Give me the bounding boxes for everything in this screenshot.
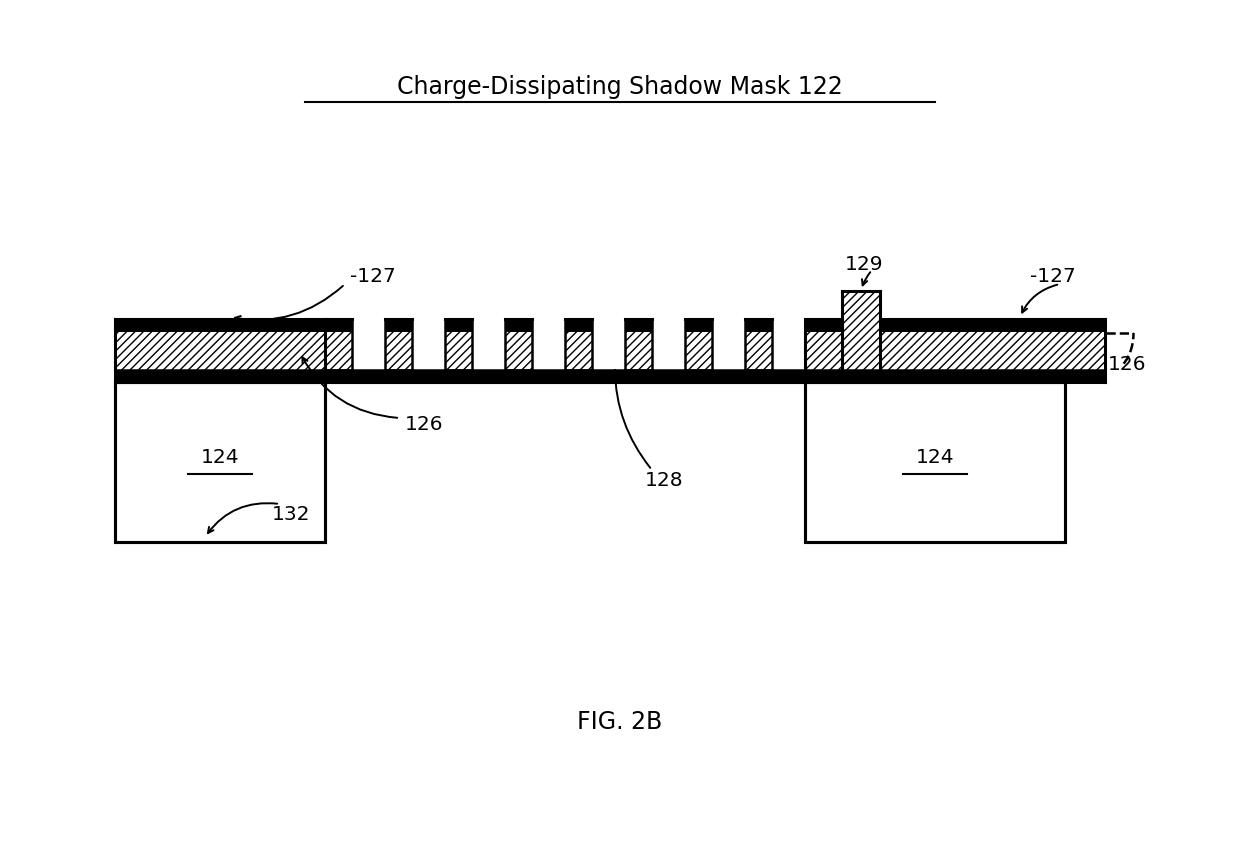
- Bar: [684, 319, 712, 332]
- Bar: [625, 332, 652, 370]
- Text: 128: 128: [645, 471, 683, 489]
- Bar: [565, 332, 591, 370]
- Bar: [325, 332, 352, 370]
- Bar: [565, 319, 591, 332]
- Bar: [805, 319, 1105, 332]
- Bar: [445, 332, 472, 370]
- Bar: [115, 382, 325, 542]
- Bar: [505, 332, 532, 370]
- Bar: [841, 289, 880, 370]
- Bar: [805, 382, 1065, 542]
- Bar: [115, 370, 1105, 382]
- Bar: [805, 332, 1105, 370]
- Text: -127: -127: [1030, 268, 1076, 286]
- Bar: [384, 332, 412, 370]
- Bar: [745, 332, 773, 370]
- Bar: [115, 319, 325, 332]
- Text: -127: -127: [350, 268, 396, 286]
- Bar: [384, 319, 412, 332]
- Bar: [745, 319, 773, 332]
- Bar: [115, 370, 1105, 382]
- Bar: [115, 332, 325, 370]
- Text: 126: 126: [1109, 354, 1147, 374]
- Text: 126: 126: [405, 414, 444, 434]
- Text: 124: 124: [915, 447, 955, 466]
- Bar: [115, 382, 325, 542]
- Bar: [325, 319, 805, 370]
- Bar: [842, 291, 880, 370]
- Text: 129: 129: [844, 254, 883, 274]
- Bar: [445, 319, 472, 332]
- Text: Charge-Dissipating Shadow Mask 122: Charge-Dissipating Shadow Mask 122: [397, 75, 843, 99]
- Text: 124: 124: [201, 447, 239, 466]
- Bar: [625, 319, 652, 332]
- Bar: [684, 332, 712, 370]
- Text: FIG. 2B: FIG. 2B: [578, 710, 662, 734]
- Bar: [505, 319, 532, 332]
- Bar: [805, 382, 1065, 542]
- Bar: [325, 319, 352, 332]
- Text: 132: 132: [272, 504, 310, 524]
